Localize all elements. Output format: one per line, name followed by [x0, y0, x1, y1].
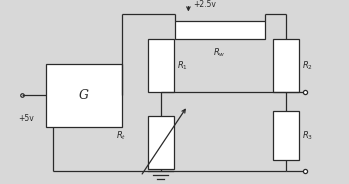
Text: +2.5v: +2.5v: [194, 0, 216, 9]
Bar: [46, 64, 122, 127]
Text: G: G: [79, 89, 89, 102]
Text: $R_2$: $R_2$: [302, 59, 313, 72]
Text: $R_1$: $R_1$: [177, 59, 188, 72]
Bar: [174, 21, 265, 39]
Text: $R_3$: $R_3$: [302, 130, 313, 142]
Text: $R_t$: $R_t$: [116, 130, 127, 142]
Text: +5v: +5v: [18, 114, 34, 123]
Bar: [148, 39, 174, 92]
Bar: [148, 116, 174, 169]
Bar: [273, 39, 299, 92]
Text: $R_w$: $R_w$: [213, 46, 226, 59]
Bar: [273, 111, 299, 160]
